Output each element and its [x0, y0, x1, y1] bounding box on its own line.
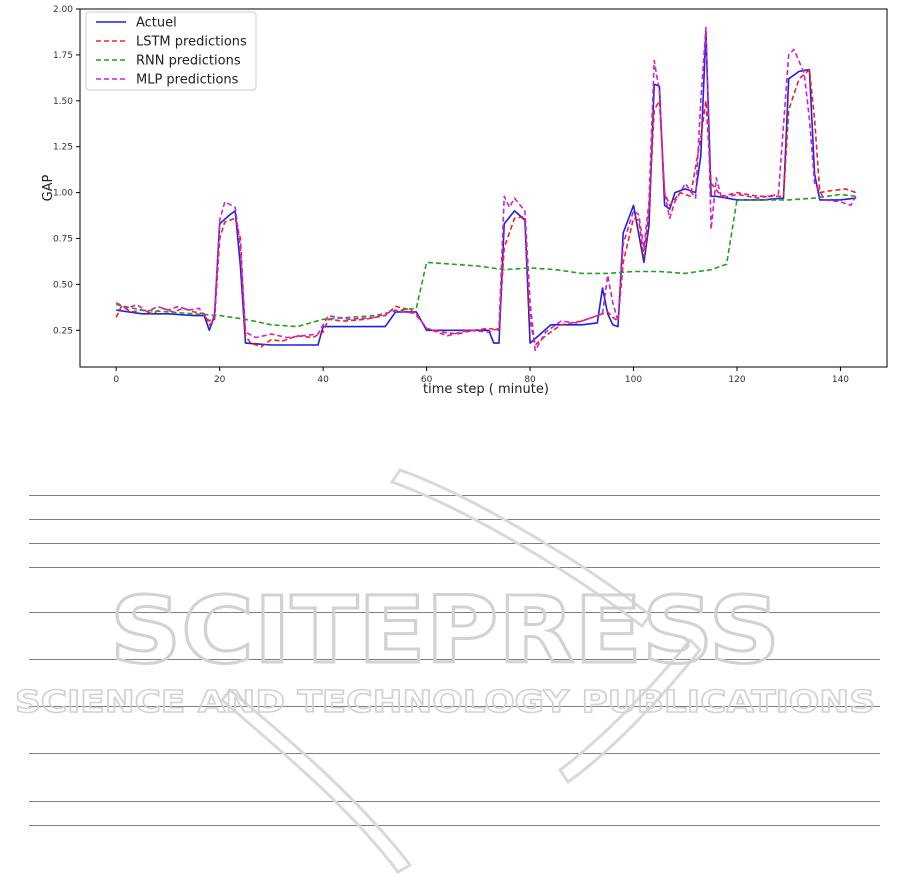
x-tick-label: 0 [113, 375, 119, 385]
y-tick-label: 1.00 [53, 189, 73, 199]
watermark-tagline: SCIENCE AND TECHNOLOGY PUBLICATIONS [15, 685, 875, 720]
legend-label-rnn-predictions: RNN predictions [136, 54, 241, 69]
watermark-swoosh [219, 468, 703, 874]
x-tick-label: 120 [728, 375, 745, 385]
y-tick-label: 1.75 [53, 51, 73, 61]
x-tick-label: 60 [421, 375, 433, 385]
series-layer [115, 26, 857, 352]
y-tick-label: 2.00 [53, 5, 73, 15]
y-tick-label: 1.25 [53, 143, 73, 153]
y-tick-label: 1.50 [53, 97, 73, 107]
x-tick-label: 20 [214, 375, 226, 385]
gap-prediction-chart: 0 20 40 60 80 100 120 140 0.25 0.50 0.75 1.00 1.25 1… [41, 5, 888, 397]
watermark-brand: SCITEPRESS [110, 577, 780, 684]
y-tick-label: 0.75 [53, 234, 73, 244]
legend-label-actuel: Actuel [136, 16, 177, 31]
x-axis-ticks: 0 20 40 60 80 100 120 140 [113, 367, 849, 385]
y-tick-label: 0.50 [53, 280, 73, 290]
legend: Actuel LSTM predictions RNN predictions MLP… [85, 11, 257, 91]
x-tick-label: 80 [524, 375, 536, 385]
x-axis-title: time step ( minute) [423, 382, 549, 397]
x-tick-label: 140 [832, 375, 849, 385]
legend-label-lstm-predictions: LSTM predictions [136, 35, 247, 50]
y-tick-label: 0.25 [53, 326, 73, 336]
y-axis-title: GAP [41, 174, 56, 201]
series-line-lstm-predictions [115, 68, 857, 348]
series-line-mlp-predictions [115, 26, 857, 352]
series-line-rnn-predictions [116, 193, 857, 328]
y-axis-ticks: 0.25 0.50 0.75 1.00 1.25 1.50 1.75 2.00 [53, 5, 80, 336]
legend-label-mlp-predictions: MLP predictions [136, 73, 239, 88]
x-tick-label: 40 [317, 375, 329, 385]
legend-box [85, 11, 257, 91]
x-tick-label: 100 [625, 375, 642, 385]
